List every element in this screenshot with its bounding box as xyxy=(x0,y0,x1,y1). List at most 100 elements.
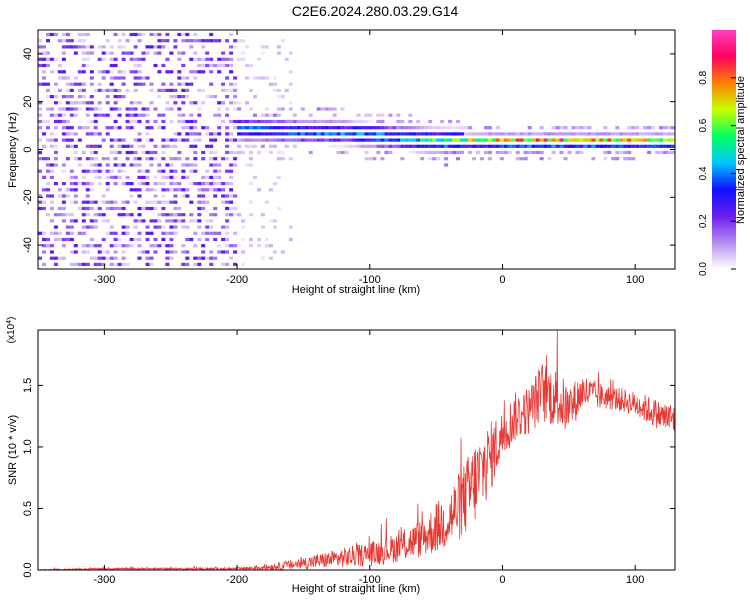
spectrogram-cell xyxy=(213,150,218,155)
spectrogram-cell xyxy=(583,144,588,148)
spectrogram-cell xyxy=(551,126,556,130)
spectrogram-cell xyxy=(137,250,142,254)
spectrogram-cell xyxy=(264,244,269,248)
spectrogram-cell xyxy=(583,138,588,142)
spectrogram-cell xyxy=(169,88,174,92)
spectrogram-cell xyxy=(260,256,265,260)
spectrogram-cell xyxy=(89,182,94,186)
spectrogram-cell xyxy=(268,119,273,124)
spectrogram-cell xyxy=(189,119,194,124)
spectrogram-cell xyxy=(535,138,540,142)
spectrogram-cell xyxy=(229,51,234,55)
spectrogram-cell xyxy=(81,51,86,55)
spectrogram-cell xyxy=(113,63,118,68)
spectrogram-cell xyxy=(671,144,675,148)
spectrogram-cell xyxy=(511,132,516,136)
spectrogram-cell xyxy=(125,113,130,117)
spectrogram-cell xyxy=(495,132,500,136)
spectrogram-cell xyxy=(149,101,154,105)
spectrogram-cell xyxy=(344,126,349,130)
spectrogram-cell xyxy=(257,76,261,80)
spectrogram-cell xyxy=(607,138,612,142)
x-tick-label: 0 xyxy=(499,274,505,286)
spectrogram-cell xyxy=(468,150,472,155)
spectrogram-cell xyxy=(579,144,584,148)
spectrogram-cell xyxy=(328,138,333,142)
spectrogram-cell xyxy=(46,163,50,167)
spectrogram-cell xyxy=(249,126,253,130)
spectrogram-cell xyxy=(161,150,166,155)
spectrogram-cell xyxy=(233,39,238,43)
spectrogram-cell xyxy=(185,88,190,92)
spectrogram-cell xyxy=(181,76,186,80)
spectrogram-cell xyxy=(113,88,118,92)
spectrogram-cell xyxy=(181,194,186,198)
spectrogram-cell xyxy=(125,200,130,204)
spectrogram-cell xyxy=(61,194,66,198)
spectrogram-cell xyxy=(221,88,226,92)
spectrogram-cell xyxy=(460,132,464,136)
snr-series-line xyxy=(38,330,675,570)
spectrogram-cell xyxy=(193,138,198,142)
spectrogram-cell xyxy=(181,27,185,30)
spectrogram-cell xyxy=(655,138,660,142)
spectrogram-cell xyxy=(89,200,94,204)
spectrogram-cell xyxy=(635,144,640,148)
spectrogram-cell xyxy=(348,132,353,136)
spectrogram-cell xyxy=(65,119,70,124)
spectrogram-cell xyxy=(137,144,142,148)
spectrogram-cell xyxy=(137,101,142,105)
spectrogram-cell xyxy=(38,45,42,49)
spectrogram-cell xyxy=(153,157,158,161)
spectrogram-cell xyxy=(121,32,126,37)
spectrogram-cell xyxy=(257,119,261,124)
spectrogram-cell xyxy=(432,132,437,136)
spectrogram-cell xyxy=(531,144,536,148)
spectrogram-cell xyxy=(197,132,202,136)
y-tick-label: 1.0 xyxy=(22,439,34,454)
spectrogram-cell xyxy=(292,144,297,148)
spectrogram-cell xyxy=(336,144,341,148)
spectrogram-cell xyxy=(125,231,130,235)
spectrogram-cell xyxy=(320,132,325,136)
spectrogram-cell xyxy=(201,57,206,61)
spectrogram-cell xyxy=(161,126,166,130)
spectrogram-cell xyxy=(663,138,668,142)
spectrogram-cell xyxy=(161,39,166,43)
spectrogram-cell xyxy=(149,126,154,130)
spectrogram-cell xyxy=(284,132,289,136)
colorbar-tick-label: 0.0 xyxy=(698,262,709,276)
spectrogram-cell xyxy=(264,76,269,80)
spectrogram-cell xyxy=(515,144,520,148)
spectrogram-cell xyxy=(181,175,186,179)
spectrogram-cell xyxy=(519,157,524,161)
spectrogram-cell xyxy=(268,150,273,155)
spectrogram-cell xyxy=(460,138,464,142)
spectrogram-cell xyxy=(173,88,178,92)
spectrogram-cell xyxy=(145,256,150,260)
spectrogram-cell xyxy=(571,144,576,148)
spectrogram-cell xyxy=(225,219,230,223)
spectrogram-cell xyxy=(233,250,238,254)
spectrogram-cell xyxy=(177,70,182,74)
spectrogram-cell xyxy=(101,70,106,74)
spectrogram-cell xyxy=(153,206,158,211)
spectrogram-cell xyxy=(69,45,74,49)
spectrogram-cell xyxy=(551,132,556,136)
spectrogram-cell xyxy=(655,150,660,155)
spectrogram-cell xyxy=(233,157,238,161)
spectrogram-cell xyxy=(101,113,106,117)
spectrogram-cell xyxy=(420,138,425,142)
spectrogram-cell xyxy=(284,138,289,142)
spectrogram-cell xyxy=(436,157,441,161)
spectrogram-cell xyxy=(591,144,596,148)
spectrogram-cell xyxy=(49,113,54,117)
spectrogram-cell xyxy=(169,82,174,86)
spectrogram-cell xyxy=(197,88,202,92)
spectrogram-cell xyxy=(424,150,429,155)
spectrogram-cell xyxy=(125,213,130,217)
spectrogram-cell xyxy=(137,63,142,68)
spectrogram-cell xyxy=(595,138,600,142)
spectrogram-cell xyxy=(253,175,257,179)
